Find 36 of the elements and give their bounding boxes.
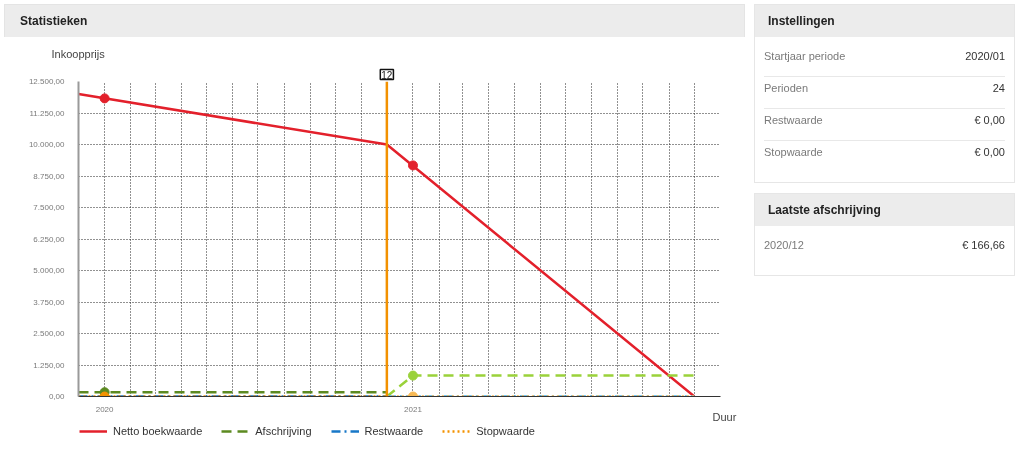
y-axis-title: Inkoopprijs	[51, 47, 106, 60]
y-tick-label: 10.000,00	[28, 140, 66, 149]
y-tick-label: 6.250,00	[33, 234, 66, 244]
text: € 0,00	[974, 113, 1005, 128]
text: 24	[992, 81, 1005, 96]
text: Laatste afschrijving	[755, 194, 1014, 226]
text: Perioden	[764, 81, 809, 96]
y-tick-label: 3.750,00	[33, 297, 66, 307]
x-tick-label: 2020	[95, 404, 115, 414]
text: € 166,66	[962, 238, 1005, 253]
point	[407, 160, 418, 171]
y-tick-label: 11.250,00	[29, 108, 66, 118]
text: Startjaar periode	[764, 49, 846, 64]
point	[407, 370, 418, 381]
y-tick-label: 1.250,00	[33, 360, 66, 370]
y-tick-label: 2.500,00	[33, 329, 66, 338]
ref-line-label: 12	[381, 69, 393, 81]
point	[99, 93, 110, 104]
text: Restwaarde	[764, 113, 823, 128]
x-tick-label: 2021	[404, 404, 423, 414]
legend-label: Netto boekwaarde	[113, 425, 203, 437]
legend-label: Stopwaarde	[476, 425, 535, 437]
text: Stopwaarde	[764, 145, 823, 160]
x-axis-title: Duur	[712, 410, 737, 423]
text: 2020/12	[764, 238, 804, 253]
y-tick-label: 5.000,00	[33, 266, 66, 275]
y-tick-label: 8.750,00	[33, 171, 66, 181]
text: 2020/01	[965, 49, 1005, 64]
y-tick-label: 0,00	[48, 392, 66, 401]
y-tick-label: 7.500,00	[33, 203, 66, 212]
text: Instellingen	[755, 5, 1014, 37]
legend-label: Afschrijving	[255, 425, 312, 437]
y-tick-label: 12.500,00	[28, 77, 66, 86]
chart-title: Statistieken	[4, 4, 745, 37]
text: € 0,00	[974, 145, 1005, 160]
legend-label: Restwaarde	[364, 425, 424, 437]
